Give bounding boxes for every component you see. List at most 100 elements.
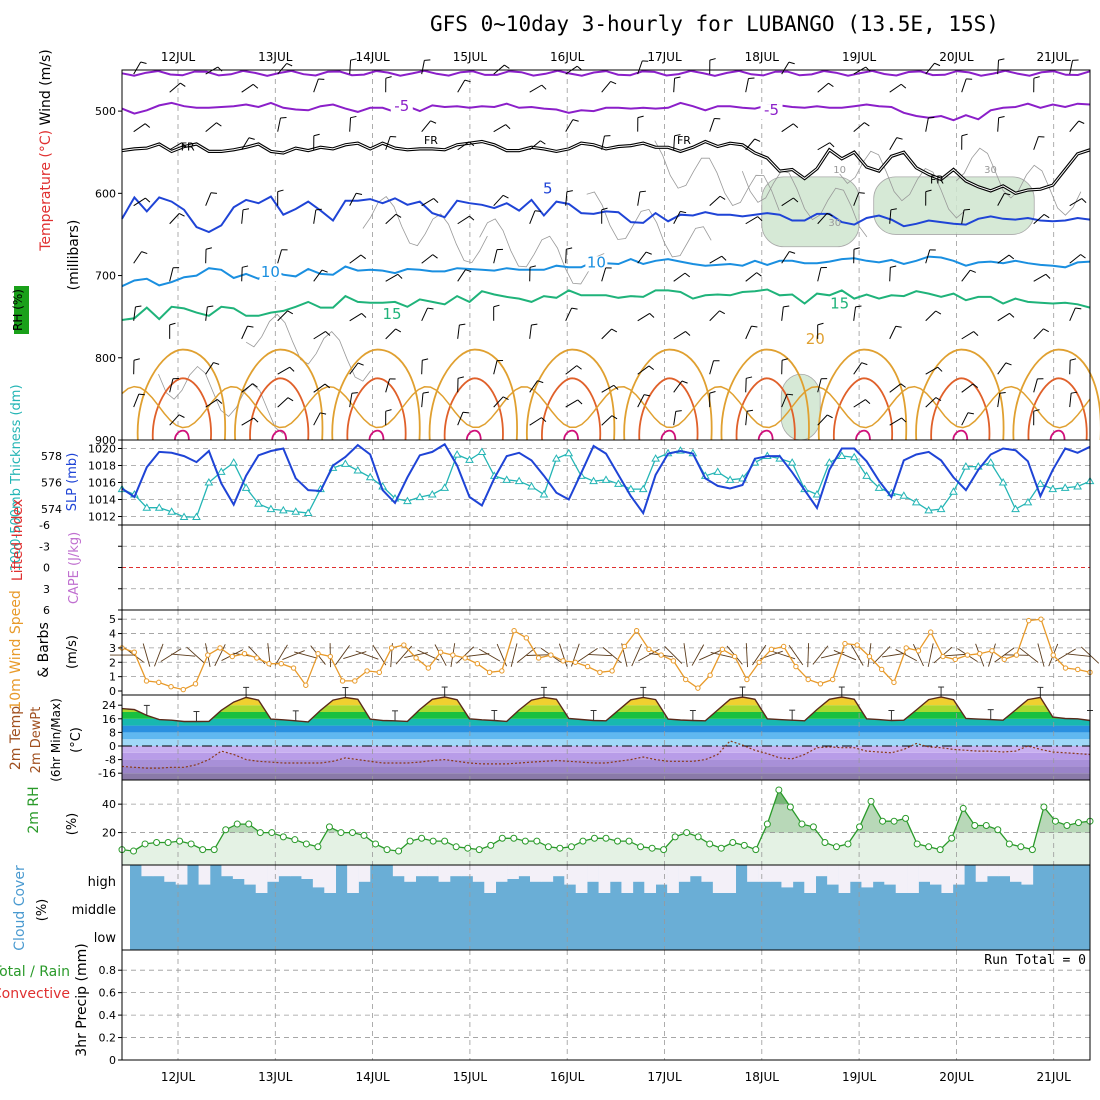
wind-barb: [205, 66, 219, 75]
rh-contour: [586, 191, 712, 258]
y-tick-label: 3: [109, 642, 116, 655]
wind-speed-point: [229, 653, 235, 660]
wind-speed-point: [842, 640, 848, 647]
rh2m-point: [325, 823, 333, 831]
wind-barb-flag: [861, 362, 868, 366]
thickness-point: [539, 489, 549, 498]
wind-barb-flag: [855, 305, 862, 308]
wind-barb-flag: [648, 365, 654, 371]
wind-barb: [853, 192, 860, 206]
wind-barb: [313, 412, 321, 426]
contour-label: 10: [833, 165, 846, 176]
surface-wind-barb: [395, 645, 413, 665]
rh2m-point: [867, 797, 875, 805]
wind-barb-flag: [289, 366, 295, 372]
wind-speed-point: [1075, 666, 1081, 673]
cloud-clear-bar: [198, 865, 211, 885]
wind-speed-point: [499, 668, 505, 674]
contour-label-bg: [760, 104, 783, 120]
wind-barb: [925, 397, 937, 408]
wind-barb-flag: [709, 391, 716, 394]
cloud-clear-bar: [587, 865, 599, 882]
thickness-point: [266, 504, 276, 513]
wind-barb: [853, 399, 866, 408]
y-tick-label: 0: [109, 740, 116, 753]
wind-barb: [169, 267, 174, 282]
value-gridlines: [122, 618, 1090, 678]
wind-barb-flag: [217, 399, 223, 404]
wind-barb-flag: [967, 412, 974, 415]
wind-barb: [745, 378, 747, 393]
cloud-clear-bar: [598, 865, 611, 893]
wind-speed-point: [425, 665, 432, 671]
rh2m-point: [1051, 817, 1059, 825]
temp-band: [122, 725, 1090, 733]
y-tick-label: 600: [95, 187, 116, 200]
temp-contour-25: [249, 377, 310, 441]
temp-color-bands: [122, 697, 1090, 780]
cloud-clear-bar: [644, 865, 657, 893]
cloud-clear-bar: [907, 865, 919, 893]
y-tick-label: 1012: [88, 511, 116, 524]
rh2m-point: [348, 829, 356, 837]
wind-speed-point: [131, 649, 137, 655]
wind-barb: [277, 117, 281, 132]
value-gridlines: [122, 969, 1090, 1038]
wind-barb: [421, 198, 434, 207]
cloud-clear-bar: [918, 865, 931, 882]
wind-barb: [565, 249, 567, 264]
wind-barb: [313, 209, 317, 224]
surface-wind-barb: [282, 650, 305, 661]
wind-barb: [241, 137, 250, 151]
wind-barb: [421, 60, 425, 75]
thickness-point: [427, 489, 437, 498]
wind-barb: [529, 210, 536, 224]
wind-barb-flag: [681, 380, 688, 384]
cloud-clear-bar: [975, 865, 988, 882]
wind-barb-flag: [829, 142, 835, 148]
rh2m-point: [233, 820, 241, 828]
wind-barb-flag: [757, 216, 763, 222]
wind-barb: [889, 417, 902, 426]
contour-label-bg: [381, 308, 404, 324]
wind-speed-point: [891, 679, 897, 686]
rh2m-point: [752, 846, 760, 854]
cloud-clear-bar: [998, 865, 1011, 877]
wind-speed-point: [217, 645, 223, 651]
wind-barb-flag: [674, 76, 681, 79]
rh2m-point: [602, 834, 610, 842]
rh2m-point: [1017, 843, 1025, 851]
wind-barb: [853, 306, 857, 321]
temp-contour-20: [526, 348, 616, 441]
wind-speed-point: [474, 661, 481, 667]
thickness-point: [825, 458, 834, 466]
y-tick-label: 2: [109, 656, 116, 669]
rh2m-point: [809, 823, 817, 831]
temp-contour-5: [121, 195, 1091, 234]
wind-speed-point: [829, 676, 836, 683]
y-tick-label: 0.8: [99, 964, 117, 977]
wind-barb: [493, 194, 504, 207]
surface-wind-barb: [752, 644, 767, 666]
date-label: 18JUL: [745, 50, 780, 64]
wind-barb-flag: [901, 417, 907, 423]
cloud-clear-bar: [392, 865, 405, 877]
wind-barb: [601, 81, 611, 93]
y-tick-label: 578: [41, 450, 62, 463]
cloud-clear-bar: [552, 865, 565, 877]
wind-barb: [169, 142, 183, 151]
rh2m-point: [1063, 821, 1071, 829]
wind-barb-flag: [890, 208, 897, 211]
wind-barb: [277, 397, 289, 408]
wind-speed-point: [388, 645, 395, 651]
wind-barb: [457, 269, 466, 282]
wind-barb-flag: [674, 134, 681, 137]
upper-air-y-axis: 500 600 700 800 900: [95, 105, 122, 447]
contour-label: 30: [984, 165, 997, 176]
temp-band: [122, 746, 1090, 753]
rh2m-point: [683, 829, 691, 837]
cloud-clear-bar: [267, 865, 279, 882]
legend-label-part: (°C): [69, 727, 84, 753]
thickness-point: [837, 451, 847, 459]
wind-barb-flag: [865, 66, 871, 72]
